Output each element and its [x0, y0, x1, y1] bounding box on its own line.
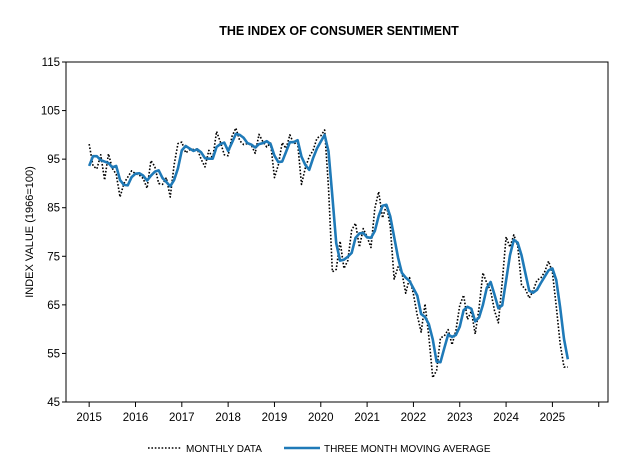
monthly-data-line — [88, 127, 568, 379]
y-tick-label: 45 — [47, 397, 60, 409]
y-axis-label: INDEX VALUE (1966=100) — [24, 166, 36, 298]
x-tick-label: 2020 — [308, 412, 334, 424]
y-tick-label: 115 — [42, 57, 60, 69]
x-tick-label: 2024 — [493, 412, 519, 424]
legend-average-label: THREE MONTH MOVING AVERAGE — [324, 444, 491, 455]
x-tick-label: 2018 — [215, 412, 241, 424]
x-axis: 2015 2016 2017 2018 2019 2020 2021 2022 2023 2024… — [76, 402, 600, 424]
legend-monthly-label: MONTHLY DATA — [186, 444, 262, 455]
x-tick-label: 2021 — [354, 412, 380, 424]
series-layer — [87, 127, 570, 379]
x-tick-label: 2022 — [401, 412, 427, 424]
y-tick-label: 65 — [47, 300, 60, 312]
chart-title: THE INDEX OF CONSUMER SENTIMENT — [219, 24, 459, 38]
y-tick-label: 75 — [47, 251, 60, 263]
y-axis: 45 55 65 75 85 95 105 115 — [41, 57, 66, 409]
y-tick-label: 95 — [47, 154, 60, 166]
legend: MONTHLY DATA THREE MONTH MOVING AVERAGE — [148, 444, 491, 455]
moving-average-line — [87, 132, 570, 364]
y-tick-label: 85 — [47, 203, 60, 215]
x-tick-label: 2019 — [262, 412, 288, 424]
y-tick-label: 55 — [47, 348, 60, 360]
x-tick-label: 2016 — [123, 412, 149, 424]
x-tick-label: 2015 — [76, 412, 102, 424]
y-tick-label: 105 — [41, 106, 60, 118]
x-tick-label: 2023 — [447, 412, 473, 424]
x-tick-label: 2025 — [540, 412, 566, 424]
plot-frame — [65, 61, 609, 403]
x-tick-label: 2017 — [169, 412, 195, 424]
